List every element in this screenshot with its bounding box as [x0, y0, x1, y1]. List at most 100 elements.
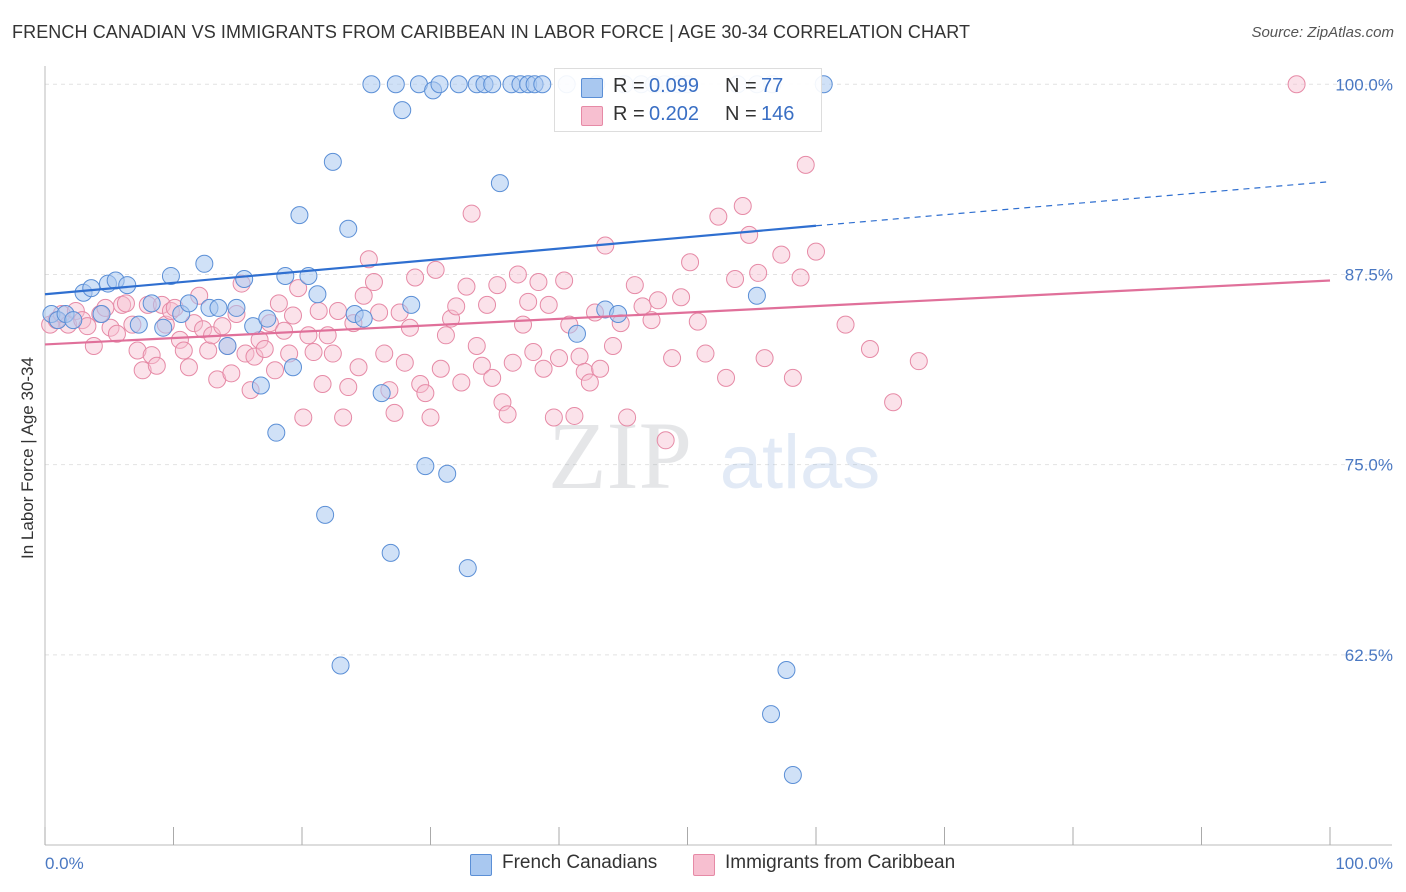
grid-lines [45, 83, 1392, 656]
data-point-caribbean [431, 359, 450, 378]
data-point-caribbean [783, 368, 802, 387]
data-point-caribbean [836, 315, 855, 334]
data-point-french-canadian [308, 285, 327, 304]
trend-line-french-canadians-extension [815, 181, 1331, 227]
data-point-french-canadian [92, 305, 111, 324]
data-point-french-canadian [362, 75, 381, 94]
data-point-french-canadian [82, 279, 101, 298]
data-point-caribbean [107, 324, 126, 343]
data-point-french-canadian [393, 101, 412, 120]
data-point-caribbean [860, 339, 879, 358]
y-tick-labels: 100.0% 87.5% 75.0% 62.5% [1335, 75, 1393, 665]
data-point-caribbean [375, 344, 394, 363]
watermark-atlas: atlas [720, 420, 881, 505]
data-point-caribbean [199, 341, 218, 360]
legend-r-label: R = [613, 103, 645, 125]
trend-line-caribbean [44, 279, 1331, 346]
legend-n-value: 146 [761, 103, 795, 125]
data-point-caribbean [575, 362, 594, 381]
data-point-caribbean [796, 155, 815, 174]
data-point-french-canadian [567, 324, 586, 343]
data-point-caribbean [269, 294, 288, 313]
data-point-caribbean [503, 353, 522, 372]
data-point-caribbean [483, 368, 502, 387]
data-point-caribbean [534, 359, 553, 378]
data-point-french-canadian [227, 298, 246, 317]
legend-label-caribbean: Immigrants from Caribbean [725, 852, 956, 873]
data-point-caribbean [709, 207, 728, 226]
data-point-caribbean [550, 349, 568, 368]
data-point-caribbean [364, 273, 383, 292]
data-point-caribbean [447, 297, 466, 316]
data-point-caribbean [275, 321, 294, 340]
data-point-caribbean [1287, 75, 1306, 94]
data-point-caribbean [642, 311, 661, 330]
y-tick-label: 100.0% [1335, 75, 1393, 94]
data-point-caribbean [514, 315, 533, 334]
x-tick-labels: 0.0% 100.0% [45, 854, 1393, 873]
data-point-caribbean [328, 301, 347, 320]
data-point-caribbean [294, 408, 313, 427]
data-point-caribbean [170, 330, 189, 349]
data-point-caribbean [349, 358, 368, 377]
data-point-caribbean [185, 314, 204, 333]
data-point-caribbean [426, 260, 445, 279]
data-point-caribbean [245, 347, 264, 366]
data-point-french-canadian [402, 295, 421, 314]
data-point-french-canadian [179, 294, 198, 313]
y-tick-label: 62.5% [1345, 646, 1393, 665]
data-point-french-canadian [490, 174, 509, 193]
watermark-zip: ZIP [548, 402, 692, 509]
data-point-caribbean [147, 356, 166, 375]
data-point-caribbean [539, 295, 558, 314]
trend-lines [44, 181, 1331, 346]
data-point-caribbean [524, 343, 543, 362]
data-point-french-canadian [276, 266, 295, 285]
data-point-caribbean [772, 245, 791, 264]
x-tick-label: 0.0% [45, 854, 84, 873]
data-point-caribbean [84, 336, 103, 355]
watermark: ZIP atlas [548, 402, 880, 509]
data-point-caribbean [128, 341, 147, 360]
data-point-french-canadian [209, 298, 228, 317]
data-point-caribbean [359, 250, 378, 269]
data-point-caribbean [580, 373, 599, 392]
data-point-french-canadian [458, 559, 477, 578]
data-point-french-canadian [251, 376, 270, 395]
data-point-caribbean [618, 408, 637, 427]
data-point-french-canadian [235, 270, 254, 289]
data-point-french-canadian [747, 286, 766, 305]
data-point-caribbean [519, 292, 538, 311]
data-point-caribbean [421, 408, 440, 427]
data-point-caribbean [457, 277, 476, 296]
data-point-caribbean [334, 408, 353, 427]
data-point-caribbean [395, 353, 414, 372]
data-point-caribbean [472, 356, 491, 375]
data-point-caribbean [478, 295, 497, 314]
data-point-caribbean [309, 301, 328, 320]
chart-source: Source: ZipAtlas.com [1251, 24, 1394, 41]
data-point-caribbean [142, 346, 161, 365]
data-point-french-canadian [416, 457, 435, 476]
data-point-caribbean [442, 309, 461, 328]
axes [44, 66, 1392, 846]
correlation-legend: R = 0.099 N = 77 R = 0.202 N = 146 [554, 68, 822, 132]
data-point-french-canadian [316, 505, 335, 524]
data-point-caribbean [498, 405, 517, 424]
data-point-caribbean [133, 361, 152, 380]
data-point-caribbean [740, 225, 759, 244]
legend-swatch-caribbean [693, 854, 715, 876]
data-point-french-canadian [161, 266, 180, 285]
data-point-french-canadian [533, 75, 552, 94]
data-point-french-canadian [438, 464, 457, 483]
data-point-caribbean [289, 279, 308, 298]
data-point-caribbean [400, 318, 419, 337]
data-point-caribbean [555, 271, 574, 290]
x-tick-label: 100.0% [1335, 854, 1393, 873]
data-point-caribbean [179, 358, 198, 377]
data-point-french-canadian [483, 75, 502, 94]
data-point-french-canadian [354, 309, 373, 328]
series-legend: French Canadians Immigrants from Caribbe… [0, 850, 1406, 880]
data-point-caribbean [266, 361, 285, 380]
data-point-caribbean [255, 339, 274, 358]
